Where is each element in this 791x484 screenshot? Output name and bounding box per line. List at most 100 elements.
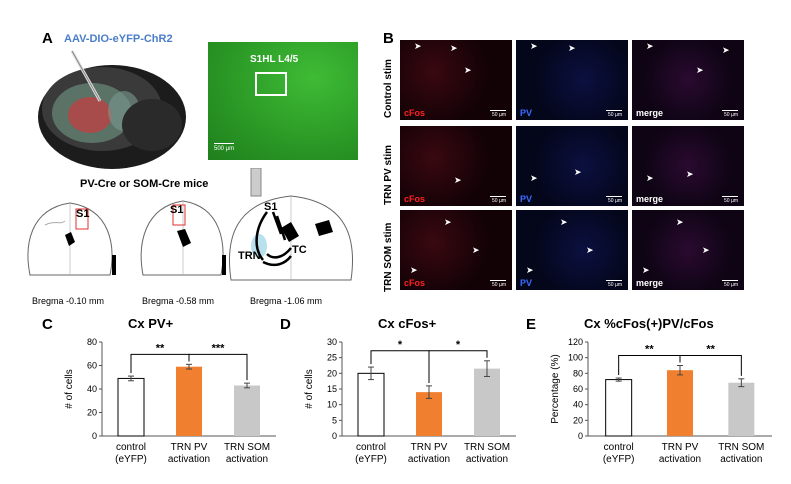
x-tick-label: activation [168,454,210,465]
significance-bracket [679,355,742,376]
tile-label: PV [520,108,533,118]
y-axis-label: Percentage (%) [550,354,561,423]
chart-d-title: Cx cFos+ [378,316,437,331]
circuit-tc-label: TC [292,244,307,256]
y-axis-label: # of cells [304,369,315,408]
x-tick-label: control [604,442,634,453]
significance-label: ** [706,344,715,356]
tile-label: merge [636,194,664,204]
scale-label: 50 µm [608,112,622,118]
tile-trn-som-cfos: ➤ ➤ ➤ cFos 50 µm [400,210,512,290]
virus-label: AAV-DIO-eYFP-ChR2 [64,33,173,45]
tile-label: merge [636,108,664,118]
mice-label: PV-Cre or SOM-Cre mice [80,178,209,190]
y-tick-label: 100 [568,353,583,363]
x-tick-label: activation [226,454,268,465]
x-tick-label: TRN PV [171,442,208,453]
chart-d: 0 5 10 15 20 25 30 # of cells control(eYFP) TRN P… [304,337,516,465]
x-tick-label: (eYFP) [603,454,635,465]
region-label: S1HL L4/5 [250,54,299,65]
bar [416,392,442,436]
significance-label: *** [212,342,226,354]
y-tick-label: 80 [87,337,97,347]
x-tick-label: TRN SOM [224,442,270,453]
bar [234,385,260,436]
y-tick-label: 30 [327,337,337,347]
circuit-trn-label: TRN [238,250,261,262]
y-tick-label: 15 [327,384,337,394]
y-tick-label: 60 [87,361,97,371]
y-tick-label: 25 [327,353,337,363]
x-tick-label: control [356,442,386,453]
y-tick-label: 20 [327,368,337,378]
tile-control-pv: ➤ ➤ PV 50 µm [516,40,628,120]
bar [176,366,202,436]
y-tick-label: 40 [87,384,97,394]
panel-a-letter: A [42,30,53,47]
chart-e-title: Cx %cFos(+)PV/cFos [584,316,714,331]
scale-bar [214,143,234,144]
bar [474,368,500,436]
y-tick-label: 80 [573,368,583,378]
y-tick-label: 120 [568,337,583,347]
row-label-control: Control stim [383,59,394,118]
panel-c-letter: C [42,316,53,333]
section-1-bregma: Bregma -0.10 mm [32,296,105,306]
tile-label: cFos [404,108,426,118]
scale-label: 50 µm [492,198,506,204]
significance-label: * [456,339,461,351]
scale-label: 50 µm [608,282,622,288]
y-tick-label: 0 [92,431,97,441]
tile-trn-pv-cfos: ➤ cFos 50 µm [400,126,512,206]
x-tick-label: activation [720,454,762,465]
roi-box [255,72,287,96]
tile-label: merge [636,278,664,288]
tile-trn-pv-merge: ➤ ➤ merge 50 µm [632,126,744,206]
bar [728,382,755,436]
coronal-section-2 [140,200,226,276]
section-2-bregma: Bregma -0.58 mm [142,296,215,306]
y-tick-label: 0 [332,431,337,441]
tile-trn-som-pv: ➤ ➤ ➤ PV 50 µm [516,210,628,290]
y-tick-label: 20 [573,415,583,425]
significance-bracket [428,350,488,383]
x-tick-label: activation [659,454,701,465]
bar [357,372,385,437]
scale-label: 50 µm [492,282,506,288]
fluorescence-micrograph [208,42,358,160]
row-label-trn-som: TRN SOM stim [383,222,394,292]
brain-3d-illustration [38,50,186,169]
y-axis-label: # of cells [64,369,75,408]
x-tick-label: activation [466,454,508,465]
section-1-s1-label: S1 [76,208,90,220]
y-tick-label: 5 [332,415,337,425]
tile-control-merge: ➤ ➤ ➤ merge 50 µm [632,40,744,120]
tile-label: PV [520,278,533,288]
tile-control-cfos: ➤ ➤ ➤ cFos 50 µm [400,40,512,120]
x-tick-label: TRN PV [411,442,448,453]
tile-label: cFos [404,278,426,288]
scale-label: 50 µm [724,282,738,288]
chart-c-title: Cx PV+ [128,316,174,331]
chart-e: 0 20 40 60 80 100 120 Percentage (%) control(eYF… [550,337,772,465]
x-tick-label: TRN SOM [464,442,510,453]
y-tick-label: 20 [87,408,97,418]
x-tick-label: activation [408,454,450,465]
panel-d-letter: D [280,316,291,333]
x-tick-label: (eYFP) [355,454,387,465]
panel-b-letter: B [383,30,394,47]
coronal-section-3 [228,168,354,281]
significance-label: ** [156,342,165,354]
y-tick-label: 10 [327,400,337,410]
tile-trn-pv-pv: ➤ ➤ PV 50 µm [516,126,628,206]
coronal-section-1 [27,202,116,276]
x-tick-label: control [116,442,146,453]
significance-label: * [398,339,403,351]
section-2-s1-label: S1 [170,204,184,216]
tile-trn-som-merge: ➤ ➤ ➤ merge 50 µm [632,210,744,290]
scale-label: 50 µm [608,198,622,204]
tile-label: PV [520,194,533,204]
tile-label: cFos [404,194,426,204]
significance-label: ** [645,344,654,356]
panel-e-letter: E [526,316,537,333]
